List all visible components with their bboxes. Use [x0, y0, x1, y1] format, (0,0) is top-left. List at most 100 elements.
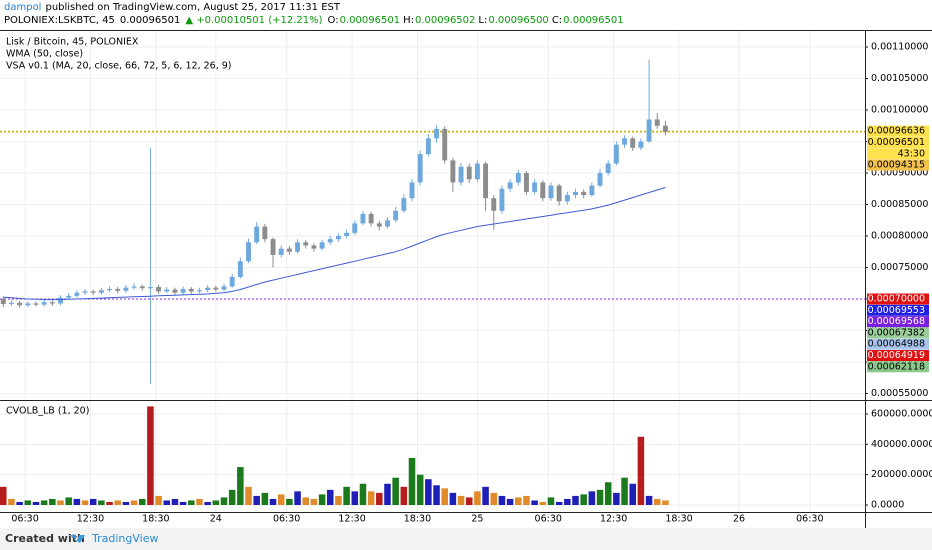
- price-label-box: [867, 349, 929, 361]
- volume-bar: [441, 488, 448, 505]
- price-label-box: [867, 304, 929, 316]
- symbol-info: 0.00096500: [488, 15, 548, 26]
- x-tick-label: 25: [471, 514, 483, 525]
- price-label: 0.00064988: [868, 339, 925, 350]
- price-label-box: [867, 136, 929, 148]
- volume-bar: [531, 500, 538, 505]
- volume-bar: [555, 501, 563, 505]
- candle-body: [344, 232, 350, 236]
- candle-body: [205, 287, 211, 291]
- volume-bar: [604, 482, 612, 505]
- price-label-box: [867, 361, 929, 373]
- candle-body: [327, 239, 333, 243]
- volume-bar: [49, 498, 56, 505]
- candle-body: [548, 185, 554, 199]
- candle-body: [172, 289, 178, 293]
- candle-body: [147, 287, 153, 289]
- y-tick-label: 0.00085000: [871, 199, 928, 210]
- candle-body: [515, 172, 521, 183]
- volume-bar: [326, 489, 334, 505]
- volume-bar: [515, 497, 522, 505]
- candle-body: [82, 291, 88, 293]
- candle-body: [221, 286, 227, 290]
- volume-bar: [506, 498, 514, 505]
- candle-body: [8, 302, 14, 305]
- chart-title: Lisk / Bitcoin, 45, POLONIEX: [6, 37, 139, 48]
- y-tick-label: 0.00055000: [871, 388, 928, 399]
- candle-body: [581, 191, 587, 196]
- price-label-box: [867, 316, 929, 328]
- volume-bar: [310, 498, 318, 505]
- candle-body: [352, 223, 358, 233]
- candle-body: [532, 182, 538, 192]
- header: dampol published on TradingView.com, Augu…: [4, 2, 624, 26]
- candle-body: [450, 160, 456, 183]
- volume-bar: [351, 491, 359, 505]
- candle-body: [425, 138, 431, 155]
- symbol-info: C:: [552, 15, 562, 26]
- volume-bar: [57, 500, 64, 505]
- candle-body: [662, 125, 668, 133]
- volume-bar: [596, 489, 604, 505]
- price-label: 43:30: [898, 148, 925, 159]
- volume-bar: [188, 500, 195, 505]
- candle-body: [107, 288, 112, 291]
- candle-body: [540, 182, 546, 199]
- price-label-box: [867, 293, 929, 305]
- candle-body: [229, 276, 235, 287]
- candle-body: [123, 287, 129, 291]
- candle-body: [524, 172, 529, 192]
- candle-body: [573, 191, 578, 196]
- symbol-info: 0.00096501: [340, 15, 400, 26]
- x-tick-label: 06:30: [11, 514, 38, 525]
- volume-bar: [302, 497, 310, 505]
- candle-body: [66, 295, 72, 298]
- candle-body: [638, 141, 644, 148]
- y-tick-label: 0.00100000: [871, 104, 928, 115]
- x-tick-label: 24: [210, 514, 222, 525]
- symbol-info: POLONIEX:LSKBTC, 45: [4, 15, 115, 26]
- volume-bar: [81, 500, 89, 505]
- candle-body: [164, 289, 170, 292]
- candle-body: [131, 286, 137, 288]
- volume-bar: [261, 492, 269, 505]
- volume-bar: [204, 501, 211, 505]
- x-tick-label: 12:30: [600, 514, 627, 525]
- candle-body: [589, 185, 595, 196]
- volume-bar: [662, 500, 669, 505]
- candle-body: [278, 248, 284, 255]
- volume-bar: [98, 500, 105, 505]
- candle-body: [17, 302, 23, 306]
- footer-brand[interactable]: TradingView: [91, 532, 158, 545]
- candle-body: [409, 182, 415, 199]
- volume-bar: [130, 500, 138, 505]
- candle-body: [646, 119, 652, 142]
- candle-body: [483, 163, 489, 199]
- plots: [0, 59, 865, 505]
- volume-bar: [474, 491, 481, 505]
- y-tick-label: 200000.0000: [871, 469, 932, 480]
- volume-bar: [465, 497, 473, 505]
- x-tick-label: 06:30: [535, 514, 562, 525]
- volume-bar: [400, 486, 408, 505]
- candle-body: [188, 288, 194, 292]
- price-label: 0.00070000: [868, 293, 925, 304]
- volume-bar: [106, 501, 113, 505]
- x-tick-label: 26: [733, 514, 745, 525]
- price-label-box: [867, 125, 929, 137]
- volume-bar: [408, 457, 416, 505]
- price-label: 0.00069553: [868, 305, 925, 316]
- volume-bar: [359, 483, 367, 505]
- candle-body: [393, 210, 399, 221]
- volume-bar: [384, 483, 391, 505]
- volume-bar: [629, 483, 636, 505]
- candle-body: [556, 185, 562, 202]
- volume-bar: [637, 436, 645, 505]
- x-tick-label: 18:30: [665, 514, 692, 525]
- candle-body: [295, 242, 301, 252]
- volume-bar: [564, 498, 571, 505]
- candle-body: [74, 292, 80, 296]
- volume-bar: [416, 474, 424, 505]
